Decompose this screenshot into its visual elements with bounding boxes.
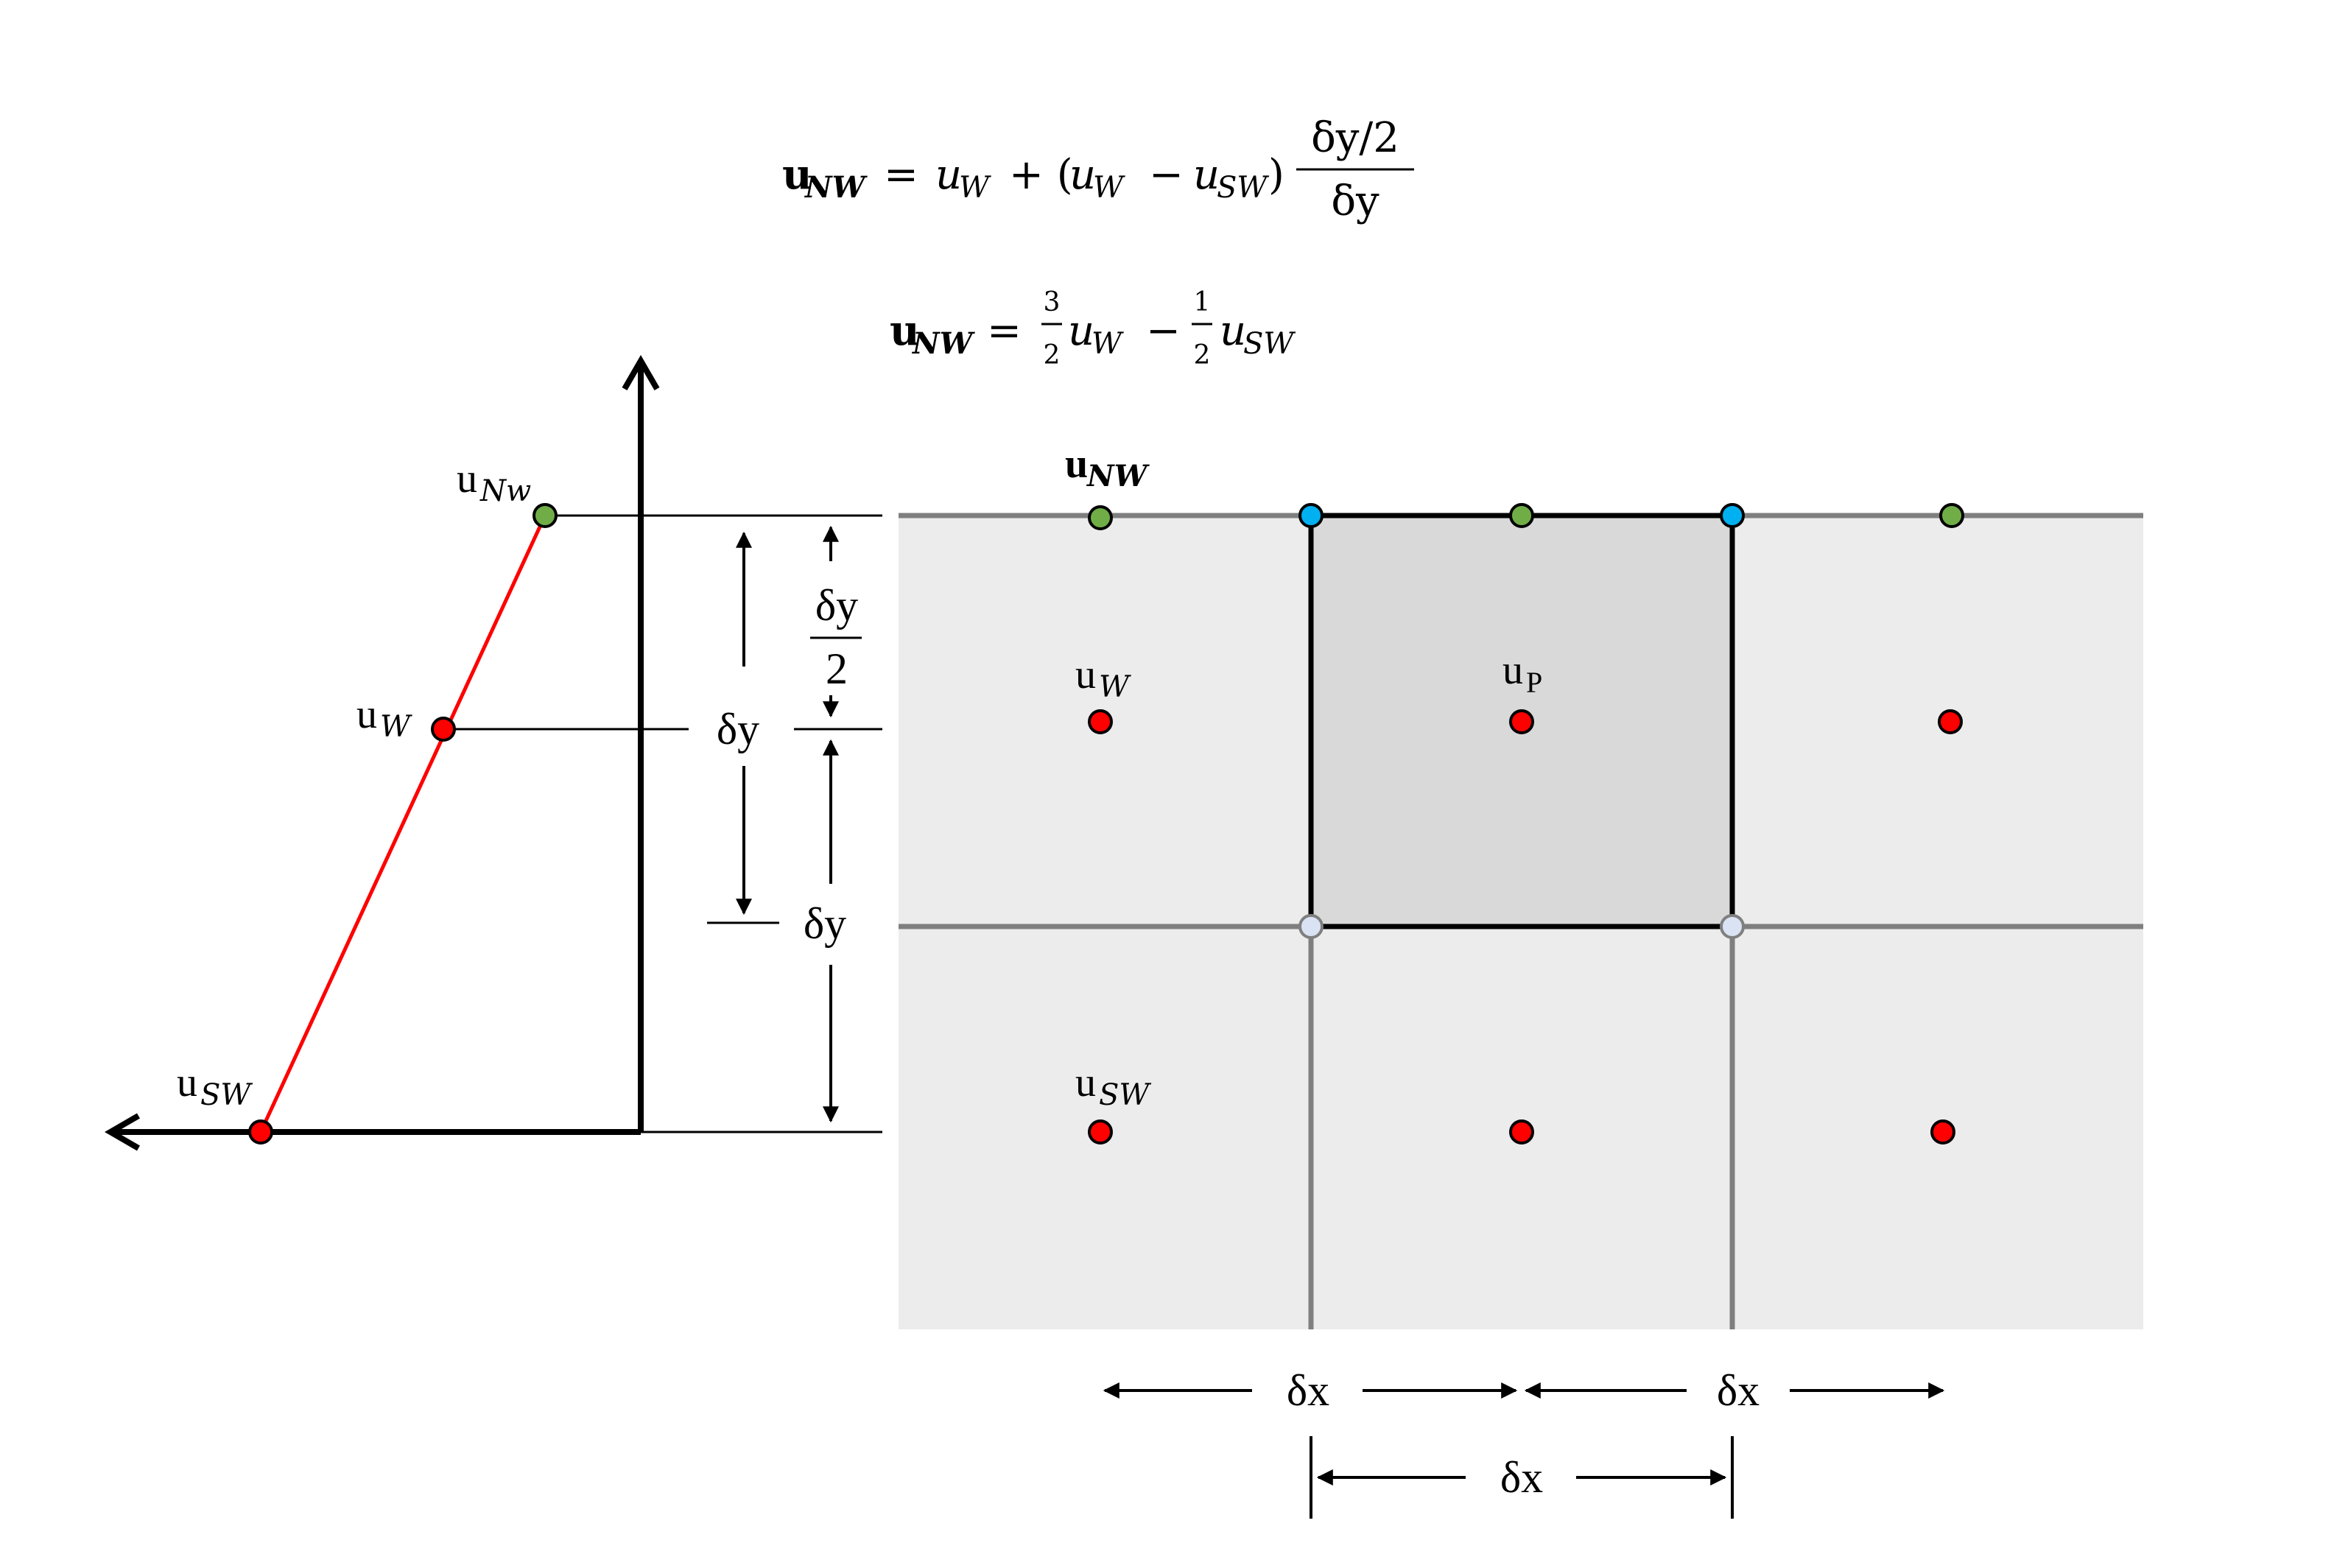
eq2-c1-num: 3 xyxy=(1044,287,1061,317)
dimension-labels-horizontal: δx δx δx xyxy=(1287,1366,1760,1502)
eq1-uw-sub: W xyxy=(959,171,991,205)
grid-label-unw-sub: NW xyxy=(1086,459,1150,493)
grid-node-corner-sw xyxy=(1298,914,1324,939)
grid-label-usw: u xyxy=(1075,1060,1096,1105)
grid-label-unw: u xyxy=(1065,441,1088,487)
eq2-uw-sub: W xyxy=(1092,327,1124,361)
eq1-uw: u xyxy=(935,151,962,199)
grid-label-up: u xyxy=(1502,647,1523,693)
dy-half-num: δy xyxy=(815,581,858,630)
grid-node-corner-nw xyxy=(1298,503,1324,528)
velocity-profile: u Nw u W u SW xyxy=(105,355,882,1151)
nodes xyxy=(248,503,1964,1145)
grid-label-usw-sub: SW xyxy=(1099,1078,1151,1112)
grid-node-un xyxy=(1509,503,1534,528)
profile-node-usw xyxy=(248,1119,273,1145)
eq1-usw: u xyxy=(1193,151,1220,199)
dx3-label: δx xyxy=(1500,1453,1543,1502)
eq1-equals: = xyxy=(884,151,918,199)
profile-label-usw-sub: SW xyxy=(200,1078,253,1112)
dy-half-den: 2 xyxy=(826,644,848,693)
equation-1: u NW = u W + ( u W − u SW ) δy/2 δy xyxy=(782,114,1414,225)
grid-node-usw xyxy=(1088,1119,1113,1145)
eq2-usw-sub: SW xyxy=(1243,327,1296,361)
eq2-c2-num: 1 xyxy=(1194,287,1211,317)
profile-label-unw-sub: Nw xyxy=(479,474,531,508)
dimension-arrows-horizontal xyxy=(1103,1382,1945,1519)
eq2-c1-den: 2 xyxy=(1044,340,1061,370)
profile-label-unw: u xyxy=(457,456,477,502)
profile-label-uw: u xyxy=(356,692,377,737)
grid-node-us xyxy=(1509,1119,1534,1145)
dx1-label: δx xyxy=(1287,1366,1329,1415)
eq2-minus: − xyxy=(1146,307,1181,355)
profile-node-unw xyxy=(532,503,558,528)
dimension-labels-vertical: δy δy 2 δy xyxy=(717,581,862,948)
eq2-equals: = xyxy=(987,307,1022,355)
grid-node-use xyxy=(1930,1119,1955,1145)
grid-labels: u NW u W u P u SW xyxy=(1065,441,1542,1112)
eq2-usw: u xyxy=(1220,307,1246,355)
eq1-minus: − xyxy=(1149,151,1184,199)
eq1-frac-num: δy/2 xyxy=(1311,114,1399,162)
eq2-c2-den: 2 xyxy=(1194,340,1211,370)
eq1-lhs-sub: NW xyxy=(804,170,868,205)
eq1-frac-den: δy xyxy=(1331,177,1379,225)
grid-node-ue xyxy=(1938,709,1963,734)
profile-label-usw: u xyxy=(177,1060,197,1105)
profile-label-uw-sub: W xyxy=(380,710,412,744)
grid-node-corner-se xyxy=(1720,914,1745,939)
eq2-lhs: u xyxy=(890,306,920,355)
dx2-label: δx xyxy=(1717,1366,1760,1415)
grid-node-une xyxy=(1939,503,1964,528)
profile-line xyxy=(259,514,547,1133)
dy-left-label: δy xyxy=(717,705,759,753)
grid-node-uw xyxy=(1088,709,1113,734)
eq2-lhs-sub: NW xyxy=(911,326,976,361)
vertical-axis-arrowhead xyxy=(622,355,660,391)
eq1-plus-open: + ( xyxy=(1009,151,1073,199)
grid-label-uw: u xyxy=(1075,652,1096,697)
control-volume-grid xyxy=(899,513,2143,1329)
grid-node-up xyxy=(1509,709,1534,734)
eq2-uw: u xyxy=(1068,307,1094,355)
eq1-usw-sub: SW xyxy=(1217,171,1269,205)
eq1-close: ) xyxy=(1268,151,1284,199)
eq1-lhs: u xyxy=(782,150,812,199)
grid-node-unw xyxy=(1088,505,1113,530)
grid-label-up-sub: P xyxy=(1526,666,1542,699)
equation-2: u NW = 3 2 u W − 1 2 u SW xyxy=(890,287,1296,370)
grid-label-uw-sub: W xyxy=(1099,670,1131,704)
grid-node-corner-ne xyxy=(1720,503,1745,528)
dimension-arrows-vertical xyxy=(736,525,839,1123)
profile-node-uw xyxy=(431,717,456,742)
eq1-uw2-sub: W xyxy=(1093,171,1125,205)
dy-right-label: δy xyxy=(804,899,846,948)
horizontal-axis-arrowhead xyxy=(105,1113,141,1151)
eq1-uw2: u xyxy=(1069,151,1096,199)
